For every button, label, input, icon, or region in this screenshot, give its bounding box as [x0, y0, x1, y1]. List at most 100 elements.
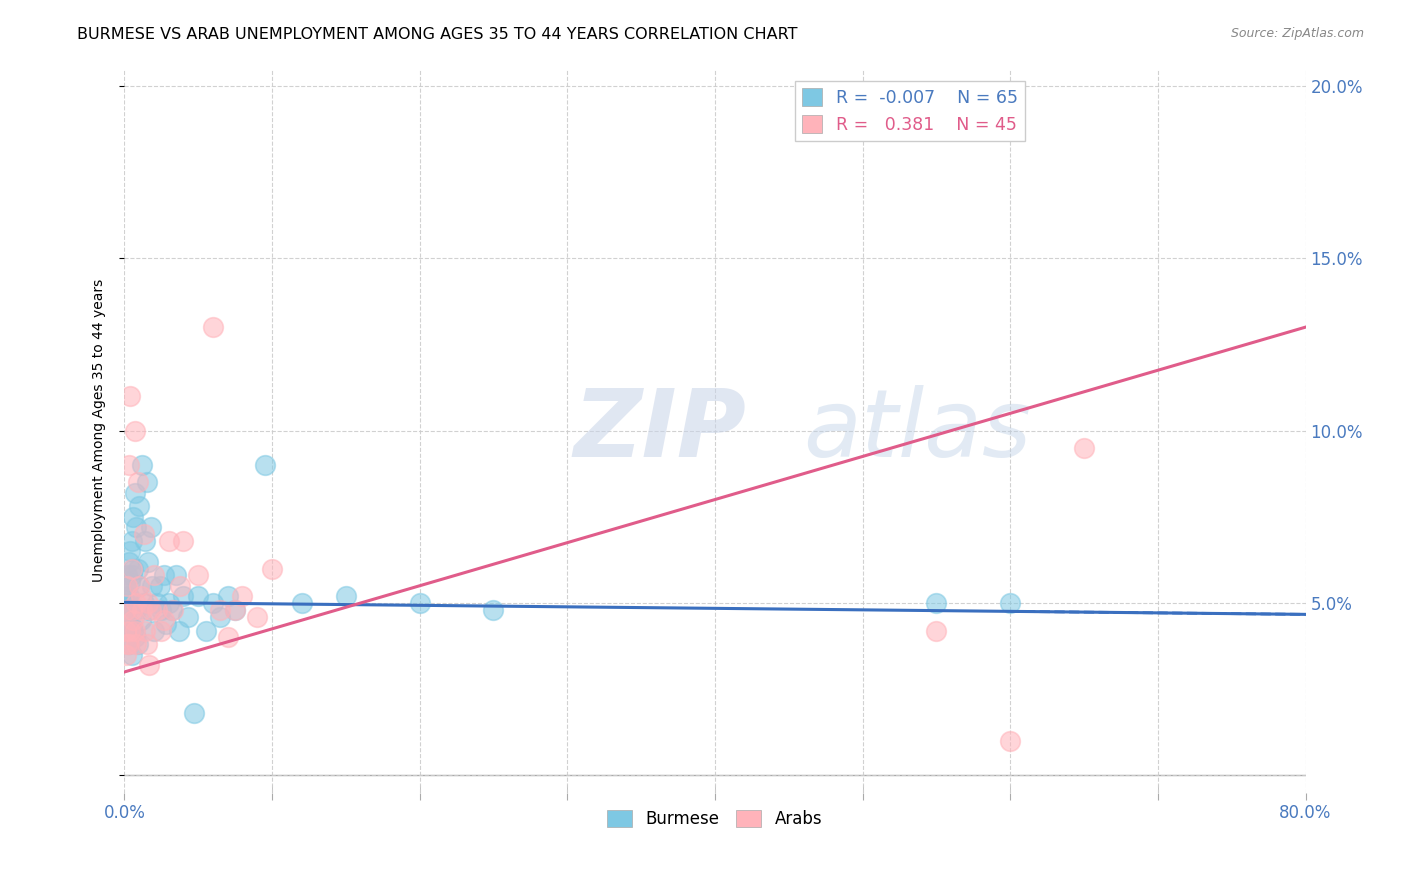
Point [120, 624, 142, 638]
Point [125, 596, 148, 610]
Point [1000, 596, 1022, 610]
Point [124, 424, 146, 438]
Point [157, 596, 180, 610]
Point [142, 624, 165, 638]
Point [187, 568, 209, 582]
Point [132, 596, 155, 610]
Point [139, 520, 162, 534]
Point [115, 603, 138, 617]
Point [129, 589, 152, 603]
Point [217, 589, 239, 603]
Point [209, 609, 232, 624]
Text: Source: ZipAtlas.com: Source: ZipAtlas.com [1230, 27, 1364, 40]
Point [120, 389, 142, 403]
Point [117, 568, 139, 582]
Point [127, 561, 149, 575]
Point [124, 485, 146, 500]
Point [128, 579, 150, 593]
Point [165, 568, 187, 582]
Point [124, 624, 146, 638]
Point [121, 648, 143, 662]
Point [209, 603, 232, 617]
Point [121, 568, 143, 582]
Point [117, 631, 139, 645]
Point [131, 458, 153, 472]
Point [155, 616, 177, 631]
Point [128, 500, 150, 514]
Point [122, 624, 145, 638]
Point [131, 603, 153, 617]
Point [169, 579, 191, 593]
Point [118, 458, 141, 472]
Text: ZIP: ZIP [574, 384, 747, 476]
Point [135, 475, 157, 490]
Point [224, 603, 246, 617]
Point [194, 624, 217, 638]
Point [160, 603, 183, 617]
Point [120, 599, 142, 614]
Point [146, 603, 169, 617]
Point [115, 596, 138, 610]
Point [231, 589, 253, 603]
Point [117, 603, 139, 617]
Point [183, 706, 205, 721]
Point [121, 533, 143, 548]
Point [201, 596, 224, 610]
Point [115, 579, 138, 593]
Point [115, 648, 138, 662]
Point [253, 458, 276, 472]
Point [132, 527, 155, 541]
Point [128, 579, 150, 593]
Point [125, 637, 148, 651]
Point [136, 555, 159, 569]
Point [172, 589, 194, 603]
Point [246, 609, 269, 624]
Text: BURMESE VS ARAB UNEMPLOYMENT AMONG AGES 35 TO 44 YEARS CORRELATION CHART: BURMESE VS ARAB UNEMPLOYMENT AMONG AGES … [77, 27, 797, 42]
Point [120, 544, 142, 558]
Point [139, 603, 162, 617]
Point [127, 637, 149, 651]
Point [141, 579, 163, 593]
Point [117, 579, 139, 593]
Point [217, 631, 239, 645]
Point [134, 533, 156, 548]
Point [149, 579, 172, 593]
Point [120, 624, 142, 638]
Point [1000, 734, 1022, 748]
Point [260, 561, 283, 575]
Point [122, 561, 145, 575]
Point [925, 624, 948, 638]
Point [118, 555, 141, 569]
Point [127, 475, 149, 490]
Point [120, 575, 142, 590]
Point [172, 533, 194, 548]
Point [118, 589, 141, 603]
Point [142, 568, 165, 582]
Point [224, 603, 246, 617]
Point [117, 589, 139, 603]
Point [138, 603, 160, 617]
Point [138, 658, 160, 673]
Point [121, 603, 143, 617]
Point [124, 631, 146, 645]
Point [146, 596, 169, 610]
Point [187, 589, 209, 603]
Point [115, 624, 138, 638]
Point [121, 620, 143, 634]
Point [125, 520, 148, 534]
Point [290, 596, 312, 610]
Point [153, 568, 176, 582]
Point [118, 637, 141, 651]
Point [125, 603, 148, 617]
Point [150, 624, 173, 638]
Point [118, 616, 141, 631]
Y-axis label: Unemployment Among Ages 35 to 44 years: Unemployment Among Ages 35 to 44 years [93, 279, 107, 582]
Point [150, 603, 173, 617]
Point [162, 603, 184, 617]
Point [115, 613, 138, 627]
Point [134, 624, 156, 638]
Point [129, 613, 152, 627]
Point [1073, 441, 1095, 455]
Point [153, 613, 176, 627]
Point [482, 603, 505, 617]
